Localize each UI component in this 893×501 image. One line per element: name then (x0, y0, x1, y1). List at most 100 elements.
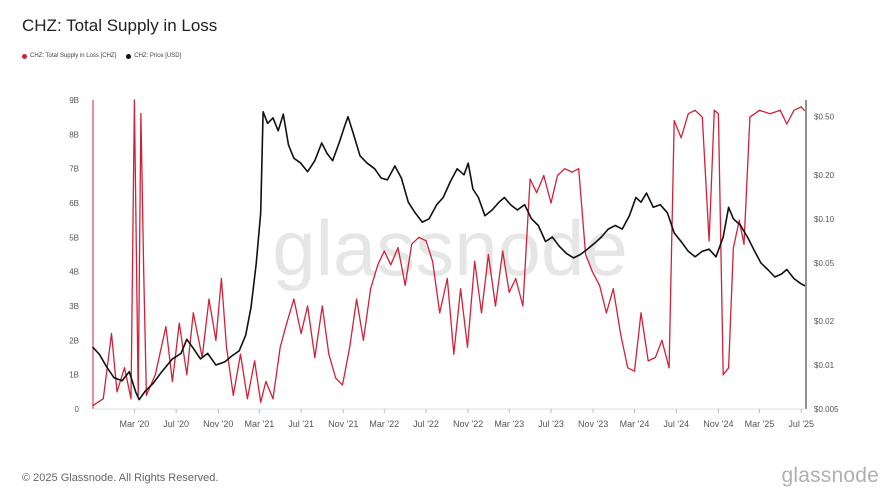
legend-dot-black (126, 53, 132, 59)
left-tick-label: 7B (69, 165, 79, 174)
point-supply-in-loss (293, 298, 295, 300)
point-price (666, 212, 669, 214)
point-price (199, 358, 202, 360)
right-tick-label: $0.10 (814, 215, 835, 224)
point-price (138, 399, 140, 401)
point-supply-in-loss (328, 353, 330, 355)
point-supply-in-loss (743, 243, 745, 245)
point-supply-in-loss (102, 398, 104, 400)
x-tick-label: Mar '23 (494, 419, 524, 429)
point-price (338, 142, 340, 144)
point-price (359, 155, 361, 157)
series-line-price (92, 111, 806, 401)
point-supply-in-loss (425, 240, 427, 242)
point-price (135, 391, 137, 393)
left-tick-label: 0 (75, 405, 80, 414)
point-supply-in-loss (171, 380, 173, 383)
point-price (701, 250, 703, 252)
point-supply-in-loss (466, 346, 469, 348)
point-supply-in-loss (335, 377, 337, 379)
point-supply-in-loss (432, 260, 434, 262)
point-price (314, 160, 316, 162)
right-tick-label: $0.02 (814, 317, 835, 326)
point-price (380, 177, 382, 179)
point-supply-in-loss (591, 271, 594, 273)
point-price (708, 248, 710, 250)
watermark: glassnode (272, 204, 628, 292)
point-supply-in-loss (239, 353, 242, 355)
point-price (245, 334, 247, 336)
point-supply-in-loss (307, 305, 309, 307)
right-tick-label: $0.01 (814, 361, 835, 370)
point-price (565, 252, 568, 254)
point-price (477, 196, 479, 199)
point-price (105, 365, 107, 367)
point-supply-in-loss (460, 288, 462, 290)
point-price (113, 377, 115, 379)
point-supply-in-loss (708, 240, 710, 242)
point-price (484, 215, 486, 217)
chart-title: CHZ: Total Supply in Loss (22, 16, 218, 35)
x-tick-label: Mar '24 (620, 419, 650, 429)
point-price (586, 248, 588, 250)
point-supply-in-loss (220, 277, 222, 280)
point-price (260, 212, 262, 214)
point-supply-in-loss (494, 305, 497, 307)
point-price (628, 215, 631, 217)
x-tick-label: Jul '21 (288, 419, 314, 429)
point-supply-in-loss (728, 367, 730, 369)
left-axis: 0 1B 2B 3B 4B 5B 6B 7B 8B 9B (69, 96, 94, 414)
point-price (186, 338, 188, 340)
point-supply-in-loss (272, 398, 274, 400)
point-supply-in-loss (556, 174, 559, 177)
right-tick-label: $0.005 (814, 405, 839, 414)
point-supply-in-loss (793, 109, 795, 111)
point-price (449, 180, 451, 183)
point-supply-in-loss (404, 284, 406, 286)
point-price (300, 162, 302, 164)
left-tick-label: 1B (69, 371, 79, 380)
x-tick-label: Jul '20 (163, 419, 189, 429)
point-price (673, 232, 675, 234)
point-price (659, 204, 661, 206)
left-tick-label: 2B (69, 336, 79, 345)
point-price (321, 142, 323, 144)
point-price (579, 253, 582, 256)
point-supply-in-loss (749, 116, 751, 118)
point-price (544, 240, 547, 243)
point-price (800, 283, 802, 285)
point-supply-in-loss (192, 312, 194, 314)
point-price (740, 224, 742, 227)
point-price (491, 209, 493, 211)
x-tick-label: Jul '25 (788, 419, 814, 429)
point-price (498, 201, 500, 203)
point-price (386, 179, 388, 181)
point-supply-in-loss (208, 298, 210, 300)
x-tick-label: Jul '22 (413, 419, 439, 429)
point-supply-in-loss (246, 398, 248, 400)
point-price (754, 250, 756, 252)
point-price (144, 390, 146, 392)
point-price (607, 228, 609, 230)
point-price (728, 206, 730, 208)
point-supply-in-loss (687, 113, 689, 115)
x-tick-label: Mar '21 (244, 419, 274, 429)
point-price (442, 196, 444, 199)
point-supply-in-loss (123, 367, 126, 369)
point-supply-in-loss (439, 312, 441, 314)
point-supply-in-loss (383, 250, 385, 252)
right-axis: $0.005 $0.01 $0.02 $0.05 $0.10 $0.20 $0.50 (805, 100, 839, 414)
point-price (307, 171, 309, 173)
point-price (524, 204, 526, 206)
point-price (287, 144, 290, 146)
point-price (347, 116, 349, 118)
point-supply-in-loss (397, 247, 399, 249)
point-price (282, 113, 284, 115)
legend-item-price[interactable]: CHZ: Price [USD] (126, 53, 181, 59)
point-price (272, 117, 274, 119)
point-supply-in-loss (110, 332, 113, 335)
legend-item-supply-in-loss[interactable]: CHZ: Total Supply in Loss [CHZ] (22, 53, 116, 59)
point-supply-in-loss (362, 339, 364, 341)
point-supply-in-loss (529, 178, 531, 180)
